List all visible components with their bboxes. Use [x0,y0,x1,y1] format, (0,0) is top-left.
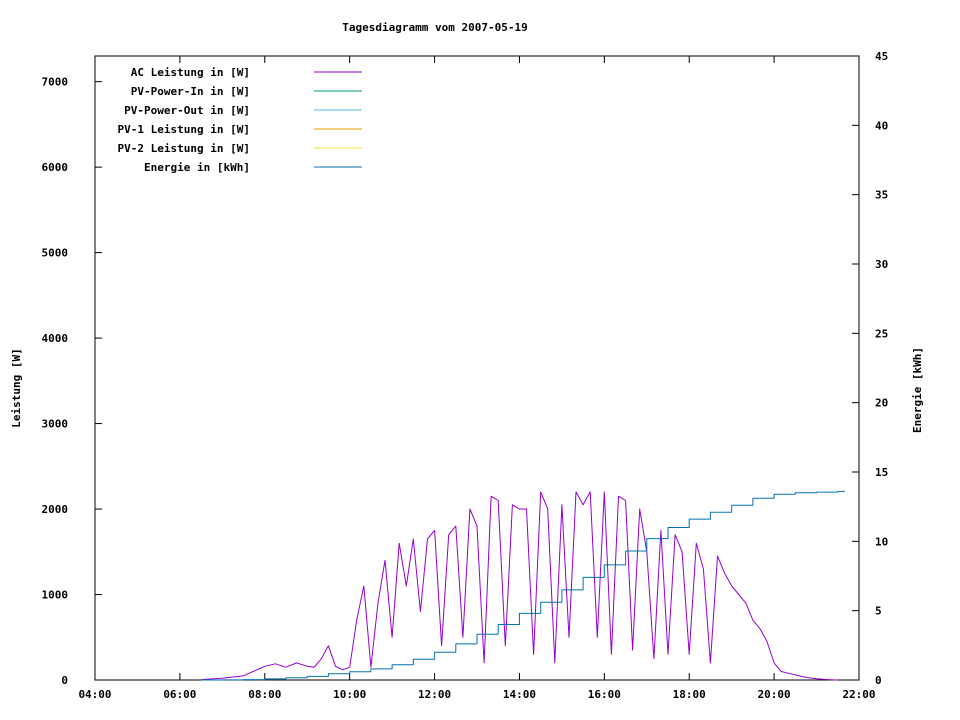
x-tick-label: 18:00 [673,688,706,701]
y-tick-label: 3000 [42,418,69,431]
y-tick-label: 5000 [42,247,69,260]
y2-tick-label: 45 [875,50,888,63]
x-tick-label: 12:00 [418,688,451,701]
legend-label: AC Leistung in [W] [131,66,250,79]
legend-label: Energie in [kWh] [144,161,250,174]
plot-area-frame [94,55,860,681]
axis-ticks: 04:00 06:00 08:00 10:00 12:00 14:00 16:00 18:00… [42,50,889,701]
y-tick-label: 7000 [42,76,69,89]
y2-tick-label: 25 [875,327,888,340]
y2-tick-label: 35 [875,189,888,202]
y-tick-label: 4000 [42,332,69,345]
series-layer [201,490,845,681]
legend-label: PV-Power-Out in [W] [124,104,250,117]
x-tick-label: 10:00 [333,688,366,701]
y2-tick-label: 30 [875,258,888,271]
y-axis-label: Leistung [W] [10,348,23,427]
series-line [201,490,845,681]
x-tick-label: 04:00 [78,688,111,701]
y2-axis-label: Energie [kWh] [911,347,924,433]
y2-tick-label: 15 [875,466,888,479]
x-tick-label: 06:00 [163,688,196,701]
legend: AC Leistung in [W] PV-Power-In in [W] PV-P… [118,66,362,174]
y2-tick-label: 10 [875,535,888,548]
y-tick-label: 2000 [42,503,69,516]
x-tick-label: 14:00 [503,688,536,701]
chart-title: Tagesdiagramm vom 2007-05-19 [342,21,527,34]
y2-tick-label: 0 [875,674,882,687]
y2-tick-label: 5 [875,605,882,618]
x-tick-label: 16:00 [588,688,621,701]
x-tick-label: 20:00 [758,688,791,701]
y-tick-label: 1000 [42,589,69,602]
y-tick-label: 6000 [42,161,69,174]
y-tick-label: 0 [61,674,68,687]
legend-label: PV-2 Leistung in [W] [118,142,250,155]
series-line [201,491,838,681]
y2-tick-label: 40 [875,119,888,132]
x-tick-label: 22:00 [842,688,875,701]
legend-label: PV-1 Leistung in [W] [118,123,250,136]
legend-label: PV-Power-In in [W] [131,85,250,98]
x-tick-label: 08:00 [248,688,281,701]
y2-tick-label: 20 [875,397,888,410]
